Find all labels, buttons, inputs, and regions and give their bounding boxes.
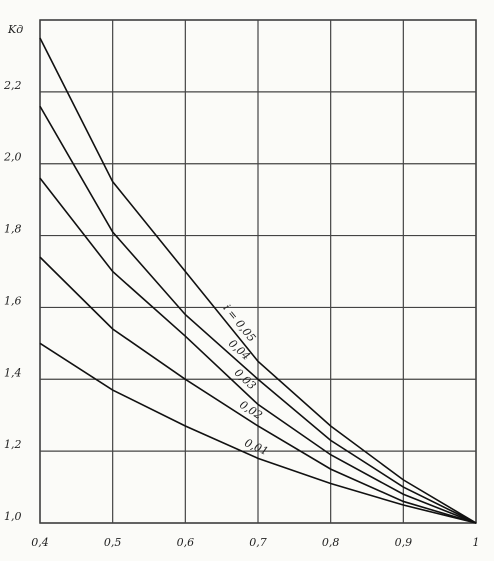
x-tick-label: 0,7 — [249, 536, 267, 549]
x-tick-label: 0,5 — [104, 536, 122, 549]
y-tick-label: 1,6 — [4, 294, 22, 307]
y-tick-label: 1,8 — [4, 223, 22, 236]
series-label: 0,03 — [232, 366, 259, 392]
y-tick-label: 2,2 — [3, 79, 22, 92]
curve — [39, 342, 477, 524]
x-tick-label: 1 — [473, 536, 480, 549]
y-tick-label: 1,0 — [4, 510, 22, 523]
x-tick-label: 0,4 — [31, 536, 49, 549]
series-label: 0,02 — [237, 398, 265, 422]
y-tick-label: 2,0 — [3, 151, 22, 164]
curve — [39, 177, 477, 524]
curve — [39, 105, 477, 524]
y-tick-label: 1,4 — [4, 366, 22, 379]
y-axis-label: Kд — [7, 23, 23, 36]
series-label: 0,01 — [243, 436, 271, 458]
x-tick-label: 0,9 — [395, 536, 413, 549]
curve — [39, 256, 477, 524]
x-tick-label: 0,6 — [177, 536, 195, 549]
x-tick-label: 0,8 — [322, 536, 340, 549]
y-tick-label: 1,2 — [4, 438, 22, 451]
curve — [39, 37, 477, 524]
